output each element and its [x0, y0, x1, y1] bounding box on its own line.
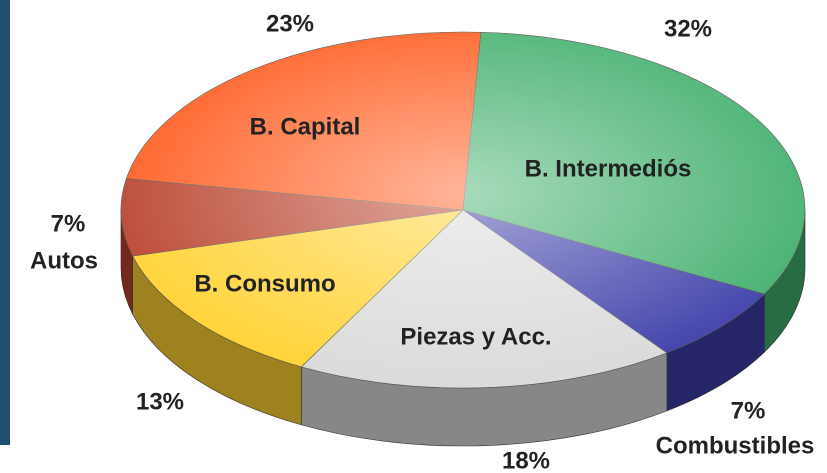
- slice-label: B. Capital: [250, 113, 361, 140]
- slice-label: Piezas y Acc.: [400, 323, 551, 350]
- slice-label: B. Consumo: [194, 270, 335, 297]
- value-label: 7%: [51, 210, 86, 237]
- side-strip: [0, 0, 10, 445]
- value-label: 32%: [664, 15, 712, 42]
- value-label: 13%: [136, 388, 184, 415]
- slice-label: B. Intermediós: [525, 155, 692, 182]
- value-label: 23%: [266, 10, 314, 37]
- slice-label: Combustibles: [656, 432, 815, 459]
- slice-label: Autos: [30, 247, 98, 274]
- value-label: 18%: [502, 447, 550, 473]
- value-label: 7%: [731, 397, 766, 424]
